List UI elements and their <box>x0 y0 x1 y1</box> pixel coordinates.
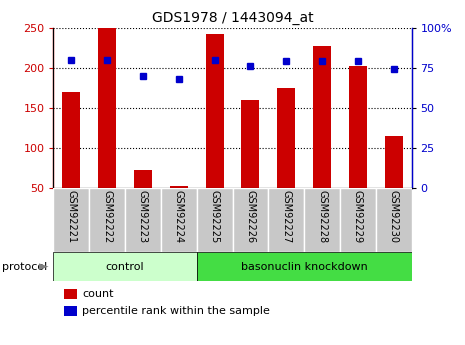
Bar <box>98 28 116 188</box>
Bar <box>313 46 331 188</box>
Bar <box>385 136 403 188</box>
Text: ►: ► <box>40 260 49 273</box>
Text: protocol: protocol <box>2 262 47 272</box>
Text: count: count <box>82 289 113 299</box>
Text: GSM92228: GSM92228 <box>317 190 327 243</box>
Text: GSM92221: GSM92221 <box>66 190 76 243</box>
Text: GSM92227: GSM92227 <box>281 190 291 243</box>
Bar <box>268 188 304 252</box>
Bar <box>349 66 367 188</box>
Bar <box>197 252 412 281</box>
Bar <box>89 188 125 252</box>
Bar <box>62 92 80 188</box>
Text: GSM92224: GSM92224 <box>174 190 184 243</box>
Bar <box>170 186 188 188</box>
Text: percentile rank within the sample: percentile rank within the sample <box>82 306 270 316</box>
Bar <box>53 188 89 252</box>
Bar <box>277 88 295 188</box>
Bar <box>304 188 340 252</box>
Bar <box>232 188 268 252</box>
Text: GSM92223: GSM92223 <box>138 190 148 243</box>
Title: GDS1978 / 1443094_at: GDS1978 / 1443094_at <box>152 11 313 25</box>
Bar <box>376 188 412 252</box>
Bar <box>134 170 152 188</box>
Text: GSM92225: GSM92225 <box>210 190 219 243</box>
Bar <box>197 188 232 252</box>
Bar <box>125 188 161 252</box>
Text: GSM92226: GSM92226 <box>246 190 255 243</box>
Text: GSM92222: GSM92222 <box>102 190 112 243</box>
Text: control: control <box>106 262 145 272</box>
Bar <box>64 289 77 299</box>
Bar <box>53 252 197 281</box>
Text: basonuclin knockdown: basonuclin knockdown <box>241 262 367 272</box>
Text: GSM92230: GSM92230 <box>389 190 399 243</box>
Bar <box>340 188 376 252</box>
Bar <box>241 100 259 188</box>
Text: GSM92229: GSM92229 <box>353 190 363 243</box>
Bar <box>161 188 197 252</box>
Bar <box>206 34 224 188</box>
Bar <box>64 306 77 316</box>
